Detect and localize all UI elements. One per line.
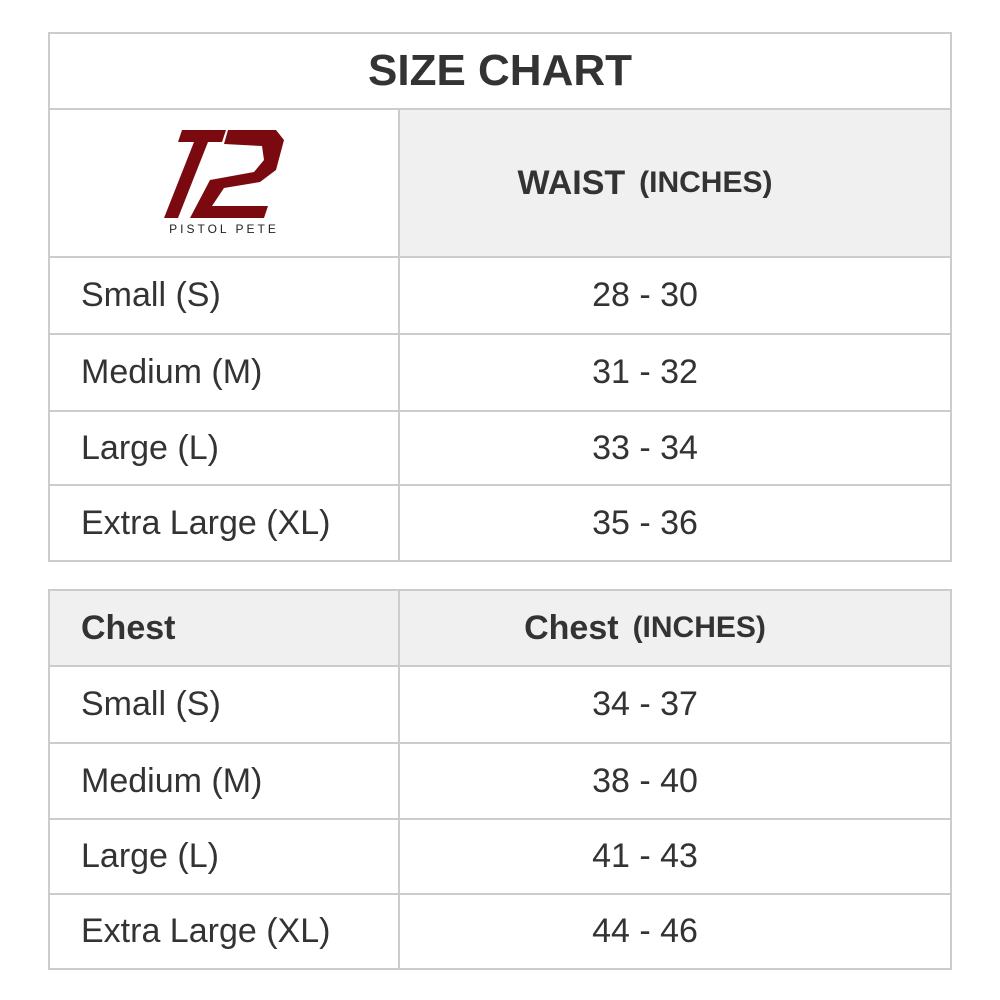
logo: PISTOL PETE bbox=[50, 110, 400, 256]
size-label: Large (L) bbox=[50, 820, 400, 893]
chest-header: Chest bbox=[524, 608, 619, 647]
waist-size-table: SIZE CHART PISTOL PETE WAIST (INCHES) Sma… bbox=[48, 32, 952, 562]
size-value: 34 - 37 bbox=[592, 685, 698, 723]
size-label: Small (S) bbox=[50, 667, 400, 742]
size-value: 31 - 32 bbox=[592, 353, 698, 391]
waist-header: WAIST bbox=[517, 163, 626, 202]
chest-unit: (INCHES) bbox=[632, 611, 766, 644]
size-value: 41 - 43 bbox=[592, 837, 698, 875]
size-value: 33 - 34 bbox=[592, 428, 698, 467]
size-value: 35 - 36 bbox=[592, 503, 698, 542]
chart-title: SIZE CHART bbox=[368, 46, 632, 95]
size-value: 38 - 40 bbox=[592, 761, 698, 800]
size-label: Large (L) bbox=[50, 412, 400, 484]
size-value: 28 - 30 bbox=[592, 276, 698, 314]
size-value: 44 - 46 bbox=[592, 912, 698, 950]
pistol-pete-logo-icon bbox=[164, 130, 284, 218]
size-label: Medium (M) bbox=[50, 744, 400, 818]
size-label: Extra Large (XL) bbox=[50, 486, 400, 560]
waist-unit: (INCHES) bbox=[639, 166, 773, 199]
size-label: Small (S) bbox=[50, 258, 400, 333]
size-label: Extra Large (XL) bbox=[50, 895, 400, 968]
brand-name: PISTOL PETE bbox=[169, 222, 279, 236]
size-label: Medium (M) bbox=[50, 335, 400, 410]
chest-label: Chest bbox=[50, 591, 400, 665]
chest-size-table: Chest Chest (INCHES) Small (S) 34 - 37 Med… bbox=[48, 589, 952, 970]
